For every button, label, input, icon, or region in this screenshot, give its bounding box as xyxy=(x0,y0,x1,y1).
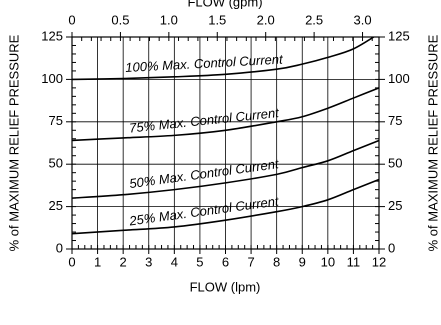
y2-axis-label: % of MAXIMUM RELIEF PRESSURE xyxy=(425,34,440,251)
plot-frame xyxy=(71,36,380,250)
curve xyxy=(72,37,376,81)
y-tick-label: 25 xyxy=(49,198,63,213)
x-tick-label: 3 xyxy=(145,254,152,269)
x-tick-label: 2 xyxy=(120,254,127,269)
y-tick-label: 125 xyxy=(41,28,63,43)
curve xyxy=(72,139,379,199)
plot-area xyxy=(72,37,379,235)
y2-tick-label: 0 xyxy=(388,240,395,255)
x2-tick-label: 1.0 xyxy=(160,12,178,27)
x-tick-label: 9 xyxy=(299,254,306,269)
y-tick-label: 100 xyxy=(41,71,63,86)
curve xyxy=(72,87,379,142)
x-tick-label: 8 xyxy=(273,254,280,269)
x2-axis-label: FLOW (gpm) xyxy=(187,0,262,9)
x2-tick-label: 2.5 xyxy=(305,12,323,27)
x-tick-label: 1 xyxy=(94,254,101,269)
curve xyxy=(72,178,379,235)
y2-tick-label: 75 xyxy=(388,113,402,128)
x2-tick-label: 0 xyxy=(68,12,75,27)
x-axis-label: FLOW (lpm) xyxy=(190,279,261,294)
x2-tick-label: 1.5 xyxy=(208,12,226,27)
x2-tick-label: 2.0 xyxy=(257,12,275,27)
y-tick-label: 75 xyxy=(49,113,63,128)
x-tick-label: 0 xyxy=(68,254,75,269)
y2-tick-label: 125 xyxy=(388,28,410,43)
y2-tick-label: 25 xyxy=(388,198,402,213)
x2-tick-label: 3.0 xyxy=(353,12,371,27)
x-tick-label: 12 xyxy=(372,254,386,269)
x-tick-label: 7 xyxy=(247,254,254,269)
x-tick-label: 11 xyxy=(347,254,361,269)
y2-tick-label: 100 xyxy=(388,71,410,86)
x-tick-label: 10 xyxy=(321,254,335,269)
y-axis-label: % of MAXIMUM RELIEF PRESSURE xyxy=(6,34,21,251)
y-tick-label: 50 xyxy=(49,156,63,171)
x-tick-label: 5 xyxy=(196,254,203,269)
x-tick-label: 4 xyxy=(171,254,178,269)
y-tick-label: 0 xyxy=(56,240,63,255)
x2-tick-label: 0.5 xyxy=(111,12,129,27)
x-tick-label: 6 xyxy=(222,254,229,269)
y2-tick-label: 50 xyxy=(388,156,402,171)
